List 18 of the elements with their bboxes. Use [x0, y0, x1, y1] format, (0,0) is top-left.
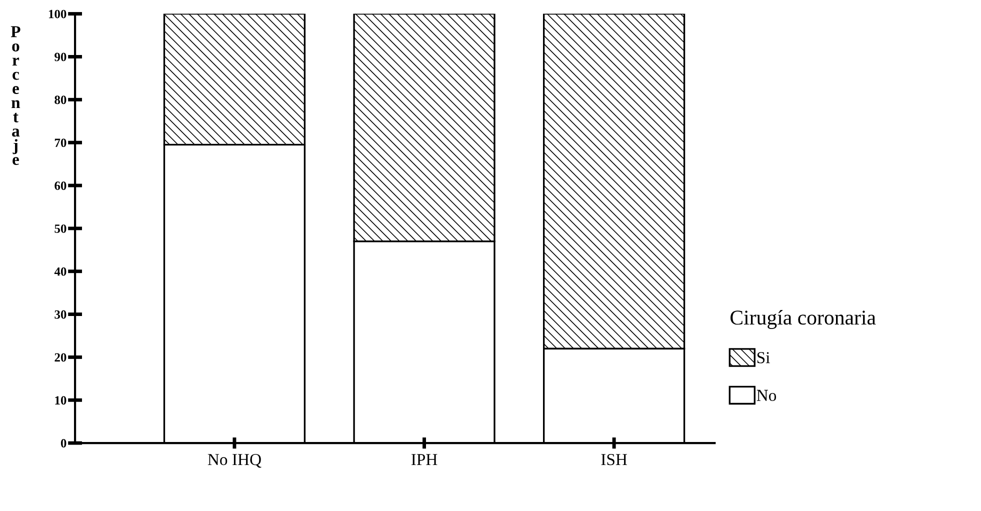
- y-tick-label: 30: [54, 310, 66, 319]
- y-tick-label: 70: [54, 138, 66, 148]
- y-tick-label: 40: [54, 267, 66, 276]
- legend-label: No: [756, 390, 776, 402]
- legend-label: Si: [757, 352, 770, 364]
- x-tick-label: ISH: [601, 454, 628, 466]
- y-tick-label: 60: [54, 182, 66, 190]
- y-tick-label: 80: [54, 96, 66, 104]
- legend-title: Cirugía coronaria: [730, 310, 876, 329]
- text: Porcentaje: [10, 26, 20, 165]
- y-tick-label: 90: [54, 52, 66, 62]
- y-tick-label: 100: [48, 10, 66, 18]
- y-tick-label: 0: [60, 439, 66, 448]
- y-tick-label: 50: [54, 224, 66, 233]
- y-tick-label: 10: [55, 396, 66, 405]
- x-tick-label: No IHQ: [208, 454, 262, 468]
- x-tick-label: IPH: [411, 454, 438, 466]
- y-tick-label: 20: [54, 353, 66, 362]
